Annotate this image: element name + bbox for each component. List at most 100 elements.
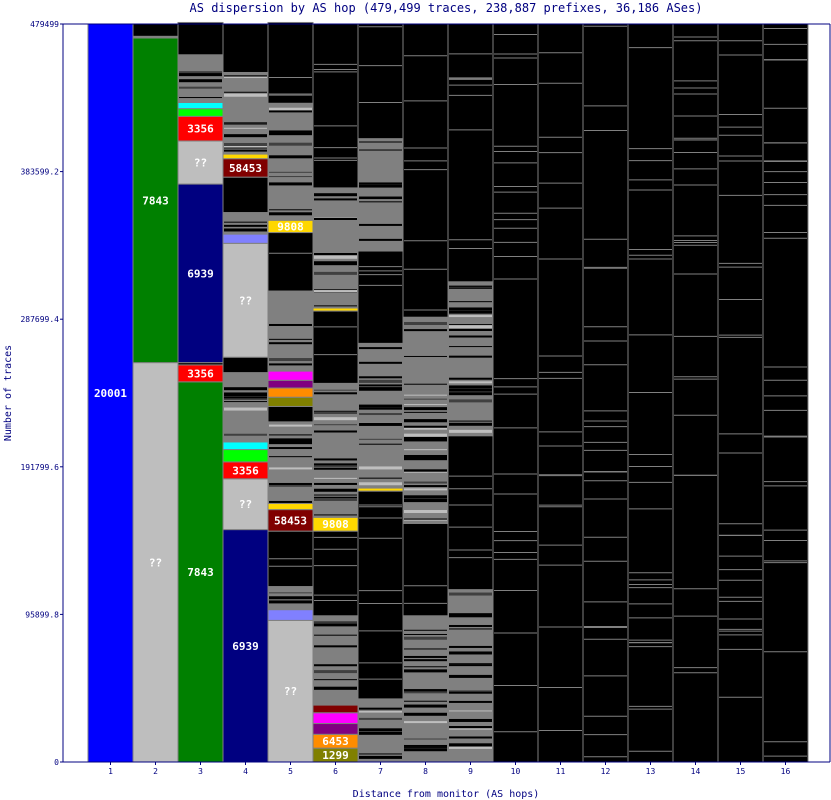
segment-texture xyxy=(314,412,357,414)
segment-texture xyxy=(404,411,447,413)
segment-texture xyxy=(179,73,222,77)
x-tick-label: 6 xyxy=(333,767,338,776)
segment-texture xyxy=(449,664,492,667)
segment-texture xyxy=(269,338,312,340)
segment-texture xyxy=(314,514,357,516)
segment-texture xyxy=(224,127,267,129)
segment-label: ?? xyxy=(149,556,162,569)
segment-texture xyxy=(404,471,447,473)
segment-texture xyxy=(404,407,447,411)
segment-texture xyxy=(224,392,267,395)
segment-label: 58453 xyxy=(229,162,262,175)
segment-texture xyxy=(269,130,312,133)
segment-texture xyxy=(404,744,447,747)
segment-texture xyxy=(359,149,402,151)
bar-segment xyxy=(357,490,404,700)
segment-texture xyxy=(449,355,492,358)
bar-segment xyxy=(267,502,314,511)
segment-label: 1299 xyxy=(322,749,349,762)
segment-texture xyxy=(449,429,492,433)
bar-segment xyxy=(222,153,269,160)
segment-texture xyxy=(359,422,402,426)
segment-texture xyxy=(404,519,447,521)
bar-segment xyxy=(537,23,584,763)
segment-texture xyxy=(224,75,267,77)
segment-label: ?? xyxy=(194,157,207,170)
x-tick-label: 1 xyxy=(108,767,113,776)
segment-label: 6453 xyxy=(322,735,349,748)
segment-texture xyxy=(359,238,402,241)
segment-texture xyxy=(359,711,402,713)
segment-texture xyxy=(449,746,492,749)
segment-texture xyxy=(224,145,267,148)
bar-segment xyxy=(267,405,314,423)
segment-texture xyxy=(404,485,447,488)
segment-texture xyxy=(449,287,492,289)
bar-segment xyxy=(582,23,629,763)
segment-texture xyxy=(179,71,222,75)
x-tick-label: 12 xyxy=(601,767,611,776)
segment-texture xyxy=(314,686,357,690)
segment-texture xyxy=(269,363,312,366)
segment-texture xyxy=(359,755,402,759)
x-tick-label: 4 xyxy=(243,767,248,776)
segment-texture xyxy=(224,401,267,403)
bar-segment xyxy=(87,23,134,763)
segment-texture xyxy=(314,392,357,395)
segment-texture xyxy=(404,700,447,702)
bar-segment xyxy=(717,23,764,763)
y-tick-label: 95899.8 xyxy=(25,610,59,619)
segment-texture xyxy=(404,436,447,439)
segment-texture xyxy=(269,142,312,146)
bar-segment xyxy=(312,310,359,384)
segment-label: ?? xyxy=(284,685,297,698)
segment-label: 3356 xyxy=(232,464,259,477)
y-tick-label: 191799.6 xyxy=(20,463,59,472)
segment-texture xyxy=(404,394,447,396)
segment-texture xyxy=(269,439,312,443)
segment-texture xyxy=(449,700,492,703)
segment-texture xyxy=(449,286,492,288)
segment-texture xyxy=(224,396,267,399)
segment-texture xyxy=(359,717,402,720)
segment-texture xyxy=(224,123,267,125)
bar-segment xyxy=(312,187,359,309)
x-tick-label: 13 xyxy=(646,767,656,776)
bar-segment xyxy=(222,441,269,451)
bar-segment xyxy=(267,387,314,398)
segment-texture xyxy=(314,271,357,275)
segment-texture xyxy=(269,447,312,450)
segment-label: 58453 xyxy=(274,514,307,527)
segment-texture xyxy=(224,122,267,124)
segment-texture xyxy=(359,182,402,184)
segment-label: 7843 xyxy=(142,194,169,207)
segment-texture xyxy=(449,381,492,384)
chart-title: AS dispersion by AS hop (479,499 traces,… xyxy=(190,1,703,15)
segment-texture xyxy=(449,728,492,730)
segment-texture xyxy=(449,301,492,303)
segment-texture xyxy=(314,255,357,259)
segment-texture xyxy=(269,483,312,487)
y-tick-label: 287699.4 xyxy=(20,315,59,324)
segment-texture xyxy=(404,457,447,461)
segment-texture xyxy=(359,198,402,200)
segment-texture xyxy=(269,107,312,111)
bar-segment xyxy=(672,23,719,763)
segment-texture xyxy=(359,466,402,470)
segment-texture xyxy=(449,392,492,396)
segment-texture xyxy=(269,176,312,178)
segment-texture xyxy=(269,209,312,211)
bar-segment xyxy=(492,23,539,763)
bar-segment xyxy=(312,23,359,189)
x-tick-label: 10 xyxy=(511,767,521,776)
segment-texture xyxy=(314,488,357,492)
segment-texture xyxy=(314,252,357,255)
segment-texture xyxy=(269,456,312,458)
segment-texture xyxy=(404,427,447,430)
segment-texture xyxy=(314,193,357,197)
bar-segment xyxy=(177,108,224,117)
segment-texture xyxy=(269,482,312,485)
segment-texture xyxy=(359,223,402,226)
segment-texture xyxy=(359,140,402,143)
segment-label: 3356 xyxy=(187,123,214,136)
